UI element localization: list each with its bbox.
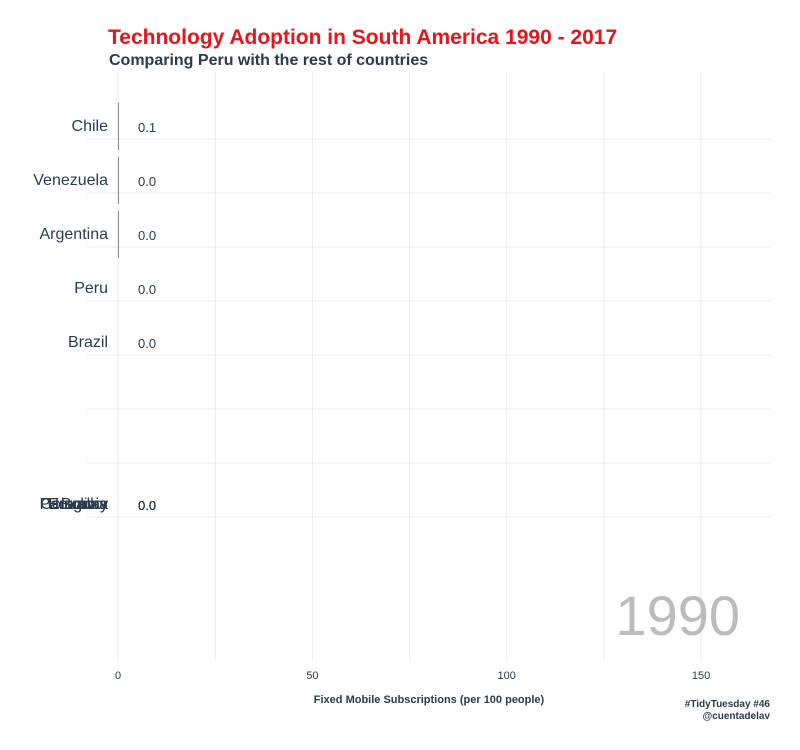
value-label-brazil: 0.0 — [138, 336, 156, 351]
value-label-uruguay: 0.0 — [138, 498, 156, 513]
x-tick-label: 100 — [498, 670, 516, 682]
bar-peru — [118, 265, 119, 312]
category-label-chile: Chile — [72, 118, 109, 135]
category-label-brazil: Brazil — [68, 334, 108, 351]
value-label-ecuador: 0.0 — [138, 498, 156, 513]
caption-author: @cuentadelav — [702, 711, 770, 722]
chart-subtitle: Comparing Peru with the rest of countrie… — [109, 52, 429, 69]
bar-argentina — [118, 211, 119, 258]
category-label-venezuela: Venezuela — [33, 172, 108, 189]
value-label-venezuela: 0.0 — [138, 174, 156, 189]
value-label-colombia: 0.0 — [138, 498, 156, 513]
category-label-uruguay: Uruguay — [48, 496, 108, 513]
x-axis-title: Fixed Mobile Subscriptions (per 100 peop… — [314, 694, 545, 706]
bar-venezuela — [118, 157, 119, 204]
value-label-bolivia: 0.0 — [138, 498, 156, 513]
chart-title: Technology Adoption in South America 199… — [108, 26, 618, 49]
x-tick-label: 0 — [115, 670, 121, 682]
category-label-ecuador: Ecuador — [48, 496, 108, 513]
category-label-colombia: Colombia — [40, 496, 108, 513]
value-label-peru: 0.0 — [138, 282, 156, 297]
x-tick-label: 50 — [306, 670, 318, 682]
bar-chile — [118, 103, 119, 150]
category-label-peru: Peru — [74, 280, 108, 297]
year-label: 1990 — [615, 584, 740, 647]
bar-uruguay — [118, 481, 119, 528]
value-label-argentina: 0.0 — [138, 228, 156, 243]
x-tick-label: 150 — [692, 670, 710, 682]
chart-caption: #TidyTuesday #46 @cuentadelav — [685, 699, 770, 723]
category-label-argentina: Argentina — [40, 226, 109, 243]
bar-brazil — [118, 319, 119, 366]
category-label-paraguay: Paraguay — [40, 496, 109, 513]
value-label-paraguay: 0.0 — [138, 498, 156, 513]
category-label-bolivia: Bolivia — [61, 496, 108, 513]
value-label-chile: 0.1 — [138, 120, 156, 135]
caption-hashtag: #TidyTuesday #46 — [684, 699, 770, 710]
